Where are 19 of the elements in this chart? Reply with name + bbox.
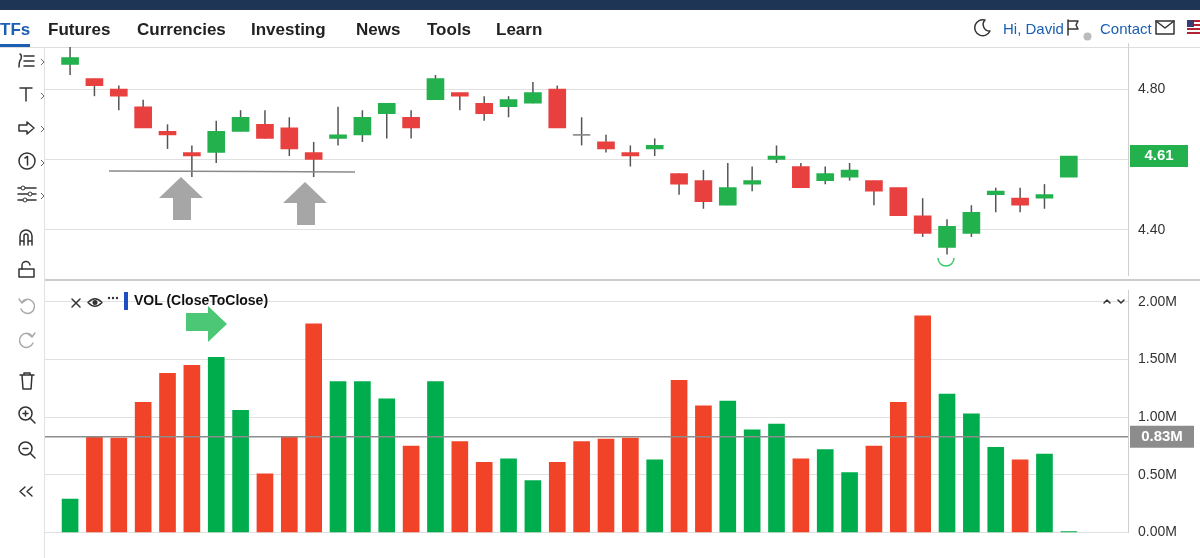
text: Investing (251, 20, 326, 40)
y-tick-label: 1.00M (1138, 408, 1177, 425)
text: Learn (496, 20, 543, 40)
y-tick-label: 2.00M (1138, 292, 1177, 309)
text: Hi, David (1003, 20, 1064, 37)
text: TFs (0, 20, 31, 47)
y-tick-label: 1.50M (1138, 350, 1177, 367)
chart-title: VOL (CloseToClose) (134, 292, 269, 308)
y-tick-label: 0.00M (1138, 523, 1177, 540)
y-tick-label: 4.40 (1138, 220, 1166, 237)
text: 4.61 (1144, 146, 1174, 164)
text: Tools (427, 20, 472, 40)
text: Contact (1100, 20, 1152, 37)
y-tick-label: 4.80 (1138, 80, 1166, 96)
text: Futures (48, 20, 111, 40)
text: News (356, 20, 401, 40)
ref-line-label: 0.83M (1141, 427, 1183, 445)
text: Currencies (137, 20, 226, 40)
y-tick-label: 0.50M (1138, 465, 1177, 482)
